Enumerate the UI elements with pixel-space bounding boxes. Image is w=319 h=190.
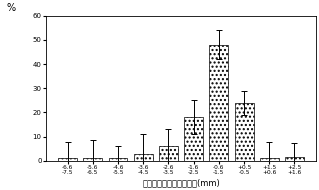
X-axis label: 歯槽骨レベルの平均変化(mm): 歯槽骨レベルの平均変化(mm) (142, 178, 220, 187)
Bar (83, 158, 102, 161)
Bar (134, 154, 153, 161)
Bar (260, 158, 279, 161)
Bar (108, 158, 128, 161)
Bar (285, 157, 304, 161)
Bar (234, 103, 254, 161)
Text: %: % (6, 3, 15, 13)
Bar (58, 158, 77, 161)
Bar (184, 117, 203, 161)
Bar (209, 45, 228, 161)
Bar (159, 146, 178, 161)
